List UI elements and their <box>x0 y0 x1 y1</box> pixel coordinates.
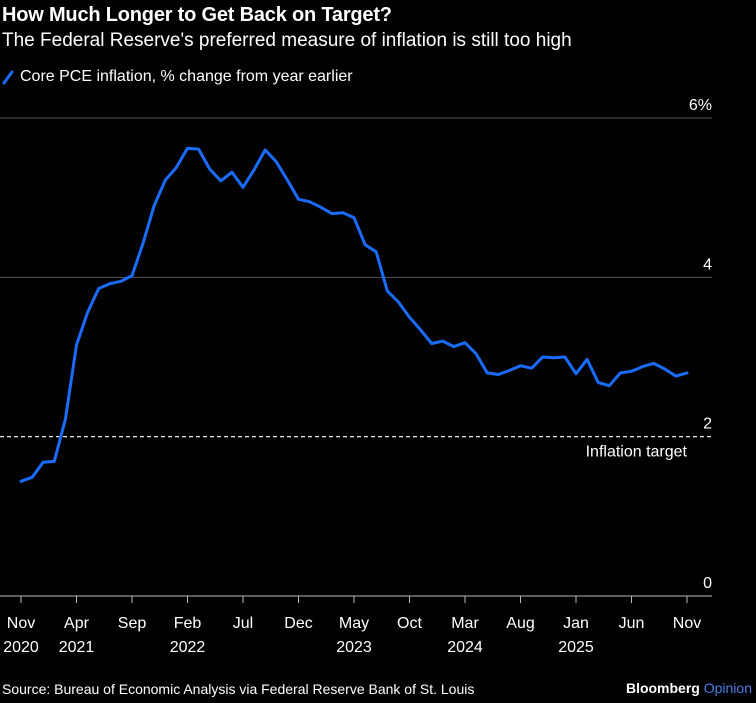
inflation-target-label: Inflation target <box>586 444 688 461</box>
source-note: Source: Bureau of Economic Analysis via … <box>2 681 475 697</box>
x-tick-year-label: 2021 <box>59 639 95 656</box>
x-tick-label: Sep <box>118 615 147 632</box>
legend-label: Core PCE inflation, % change from year e… <box>20 68 353 85</box>
x-tick-label: Dec <box>284 615 312 632</box>
y-tick-label-4: 4 <box>703 256 712 273</box>
chart-plot: 0 2 4 6% Inflation target Nov 2020 Apr 2021 Sep… <box>0 97 712 656</box>
x-tick-label: May <box>339 615 369 632</box>
x-tick-label: Mar <box>451 615 479 632</box>
x-tick-label: Nov <box>7 615 35 632</box>
chart-subtitle: The Federal Reserve's preferred measure … <box>2 30 572 51</box>
x-tick-year-label: 2023 <box>336 639 372 656</box>
legend: Core PCE inflation, % change from year e… <box>2 68 353 86</box>
x-tick-label: Jun <box>619 615 645 632</box>
series-line-core-pce <box>19 146 689 483</box>
brand-logo: Bloomberg Opinion <box>626 680 752 696</box>
x-tick-label: Aug <box>506 615 534 632</box>
chart-title: How Much Longer to Get Back on Target? <box>2 4 392 26</box>
y-tick-label-0: 0 <box>703 575 712 592</box>
brand-name: Bloomberg <box>625 680 700 696</box>
x-tick-year-label: 2022 <box>170 639 206 656</box>
y-tick-label-6: 6% <box>689 97 712 114</box>
x-tick-label: Nov <box>673 615 701 632</box>
x-tick-label: Jul <box>233 615 253 632</box>
x-tick-label: Feb <box>174 615 202 632</box>
x-tick-year-label: 2020 <box>3 639 39 656</box>
y-tick-label-2: 2 <box>703 416 712 433</box>
x-tick-year-label: 2025 <box>558 639 594 656</box>
x-tick-label: Apr <box>64 615 90 632</box>
brand-suffix: Opinion <box>703 680 752 696</box>
legend-line-icon <box>2 70 14 85</box>
x-tick-label: Oct <box>397 615 422 632</box>
x-tick-label: Jan <box>563 615 589 632</box>
x-tick-year-label: 2024 <box>447 639 483 656</box>
